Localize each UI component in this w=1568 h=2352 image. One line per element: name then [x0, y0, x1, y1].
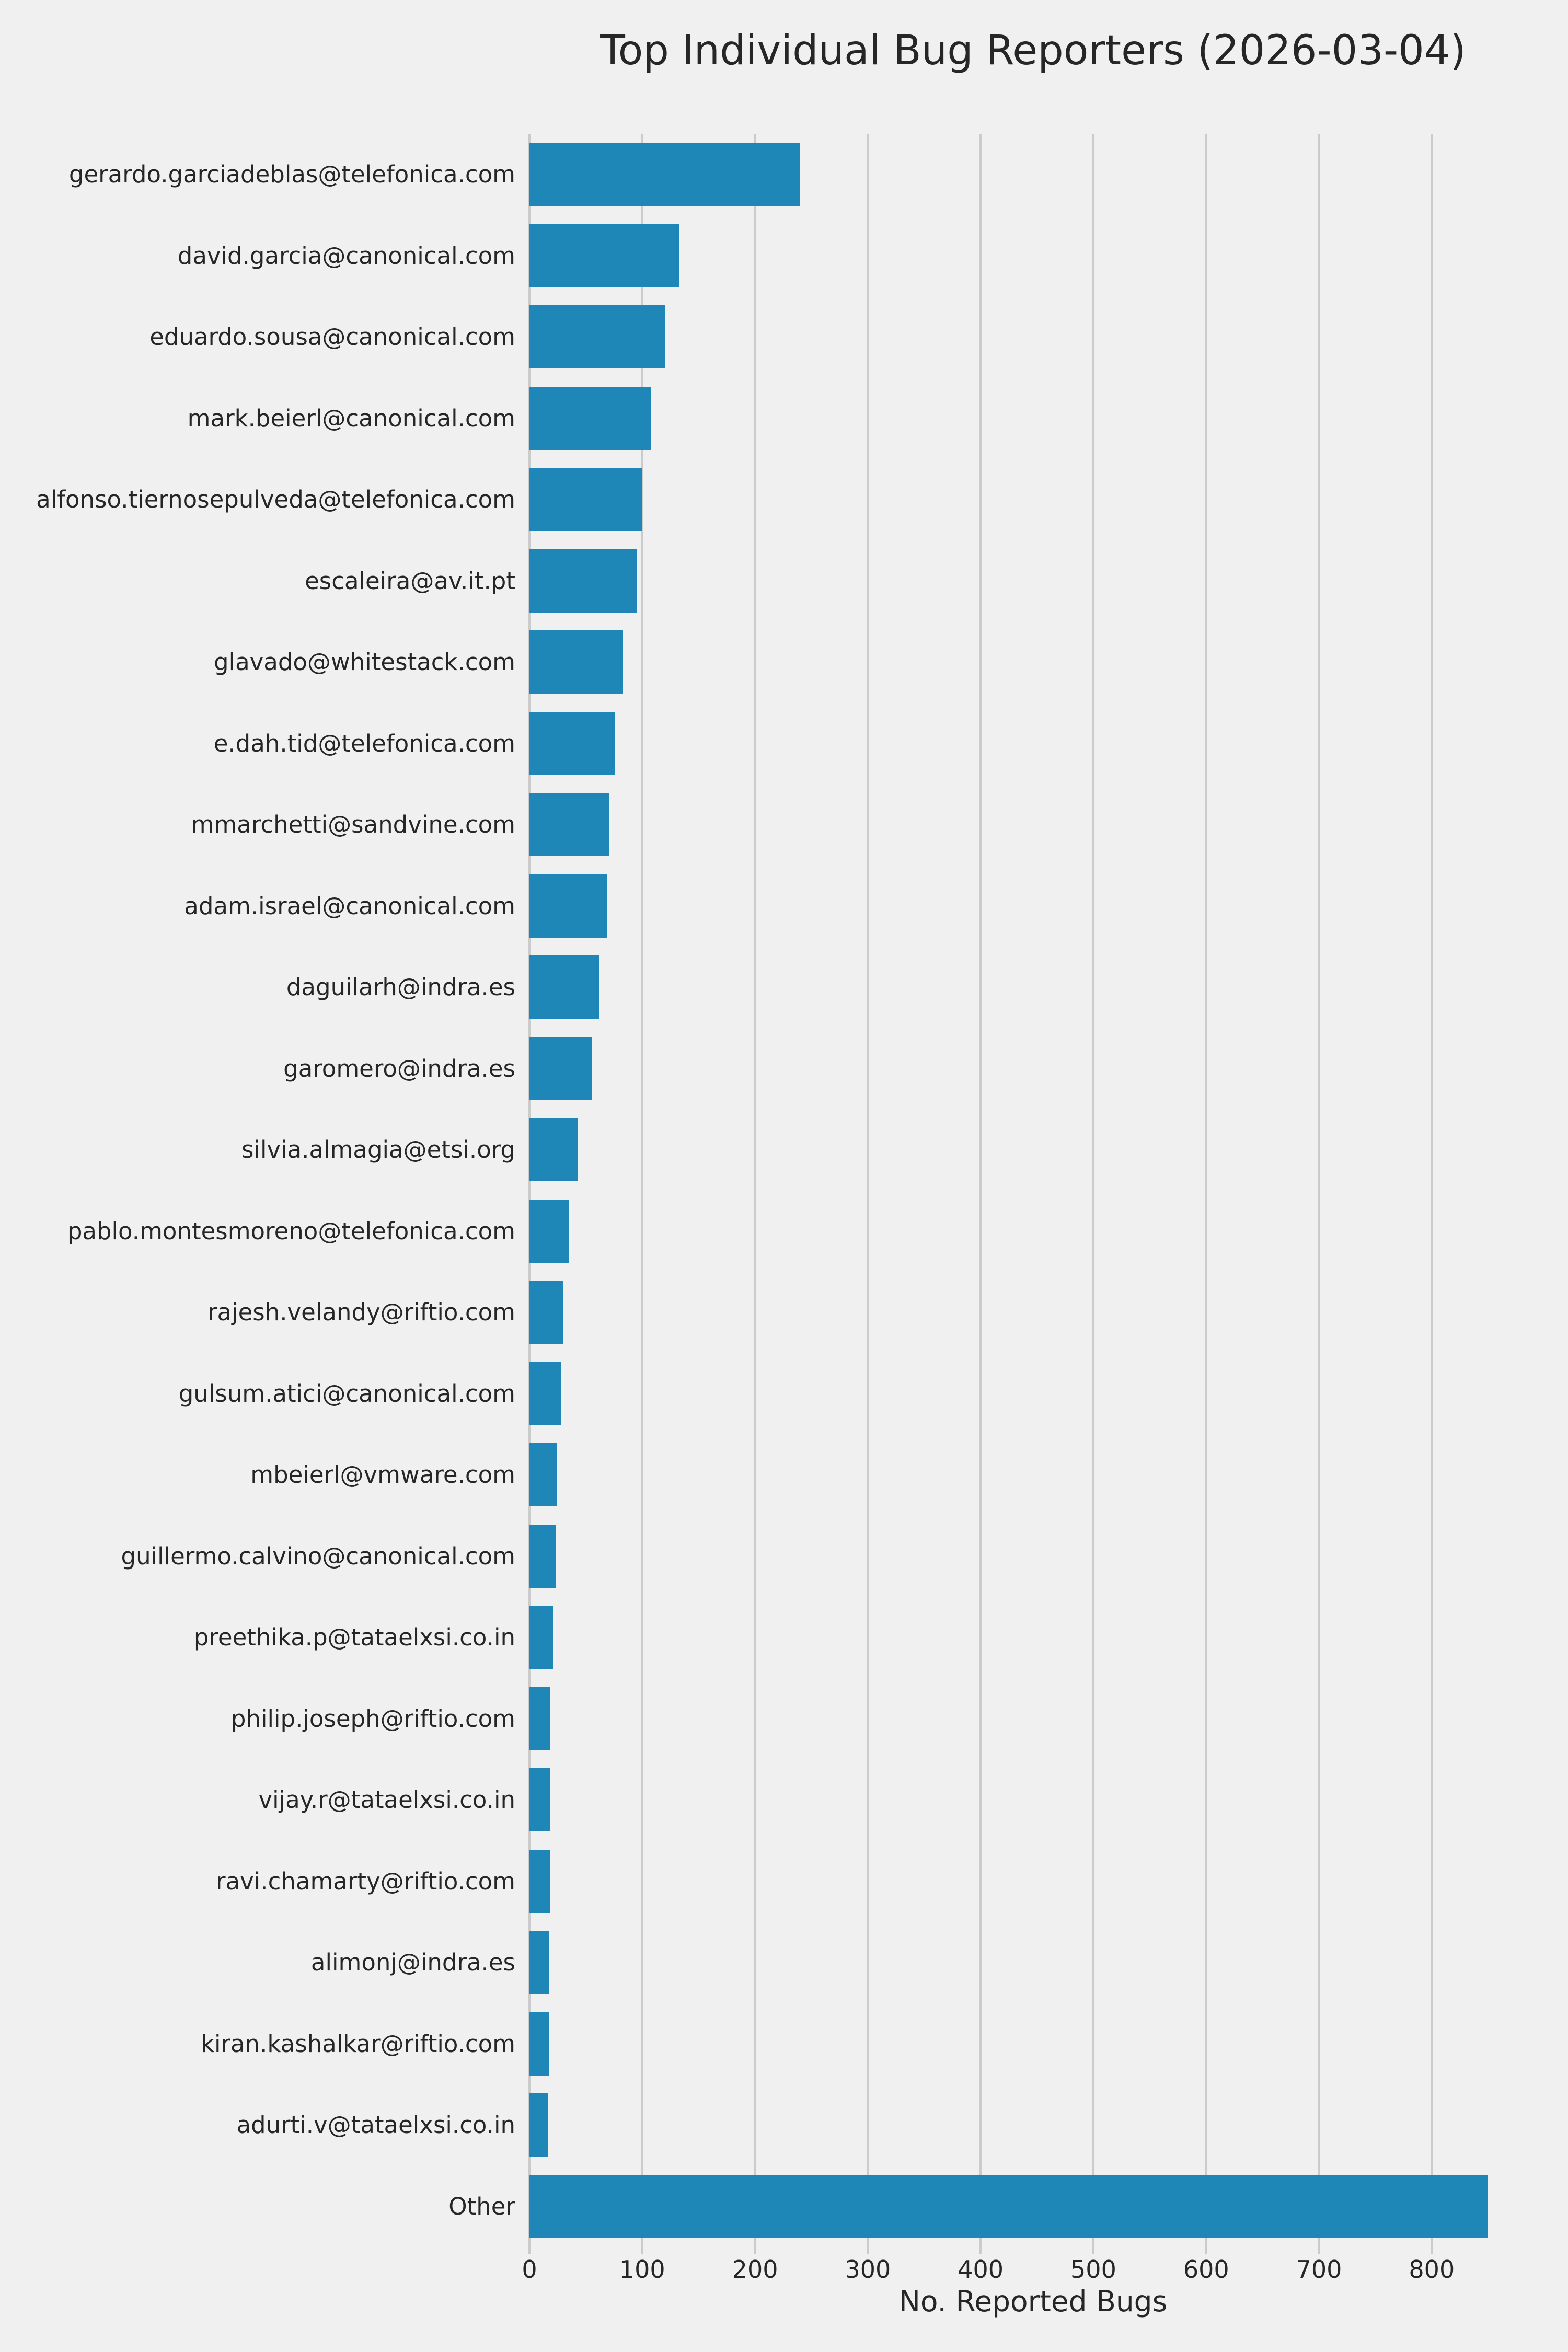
bar — [529, 305, 665, 369]
y-axis-label: ravi.chamarty@riftio.com — [216, 1867, 515, 1895]
y-axis-label: vijay.r@tataelxsi.co.in — [258, 1786, 515, 1814]
y-axis-label: gerardo.garciadeblas@telefonica.com — [68, 160, 515, 188]
plot-area — [528, 134, 1537, 2247]
x-tick-label: 0 — [522, 2255, 537, 2284]
bar — [529, 1606, 554, 1669]
x-tick-mark — [1205, 2247, 1207, 2254]
y-axis-label: daguilarh@indra.es — [286, 973, 515, 1001]
bar — [529, 630, 624, 694]
bar — [529, 1362, 561, 1425]
bar — [529, 2174, 1489, 2238]
x-tick-mark — [867, 2247, 869, 2254]
x-axis-title: No. Reported Bugs — [898, 2285, 1168, 2318]
bar — [529, 793, 610, 857]
y-axis-label: pablo.montesmoreno@telefonica.com — [67, 1217, 515, 1245]
y-axis-label: Other — [448, 2192, 515, 2220]
gridline — [1431, 134, 1433, 2247]
y-axis-label: guillermo.calvino@canonical.com — [121, 1542, 516, 1570]
bar — [529, 2012, 549, 2076]
y-axis-label: escaleira@av.it.pt — [305, 567, 515, 595]
y-axis-label: david.garcia@canonical.com — [177, 241, 515, 270]
x-tick-label: 600 — [1183, 2255, 1229, 2284]
x-tick-mark — [979, 2247, 982, 2254]
chart-title: Top Individual Bug Reporters (2026-03-04… — [600, 27, 1466, 74]
gridline — [754, 134, 756, 2247]
x-tick-label: 500 — [1070, 2255, 1116, 2284]
x-tick-mark — [528, 2247, 531, 2254]
x-tick-mark — [1318, 2247, 1320, 2254]
x-tick-mark — [754, 2247, 756, 2254]
y-axis-label: kiran.kashalkar@riftio.com — [200, 2030, 515, 2058]
y-axis-labels: gerardo.garciadeblas@telefonica.com david… — [0, 134, 515, 2247]
y-axis-label: mark.beierl@canonical.com — [187, 404, 515, 432]
bar — [529, 224, 679, 287]
x-axis-ticks: 0 100 200 300 400 500 600 700 800 — [522, 2247, 1537, 2351]
y-axis-label: adurti.v@tataelxsi.co.in — [236, 2111, 515, 2139]
bar — [529, 1849, 550, 1913]
bar — [529, 1687, 550, 1750]
gridline — [1318, 134, 1320, 2247]
bar — [529, 143, 800, 206]
x-tick-mark — [1092, 2247, 1094, 2254]
y-axis-label: alfonso.tiernosepulveda@telefonica.com — [36, 486, 515, 513]
bar — [529, 1118, 578, 1182]
x-tick-label: 400 — [958, 2255, 1004, 2284]
bar — [529, 711, 615, 775]
x-tick-label: 800 — [1409, 2255, 1455, 2284]
y-axis-label: philip.joseph@riftio.com — [230, 1704, 515, 1733]
y-axis-label: preethika.p@tataelxsi.co.in — [193, 1623, 515, 1651]
y-axis-label: alimonj@indra.es — [310, 1949, 515, 1976]
gridline — [979, 134, 982, 2247]
gridline — [867, 134, 869, 2247]
bar — [529, 1036, 592, 1100]
y-axis-label: mmarchetti@sandvine.com — [191, 811, 515, 838]
gridline — [1205, 134, 1207, 2247]
bar — [529, 874, 607, 938]
x-tick-mark — [1431, 2247, 1433, 2254]
y-axis-label: gulsum.atici@canonical.com — [178, 1379, 515, 1408]
bar — [529, 1931, 549, 1994]
y-axis-label: glavado@whitestack.com — [214, 648, 515, 676]
y-axis-label: rajesh.velandy@riftio.com — [207, 1298, 515, 1326]
bar — [529, 955, 599, 1019]
bar — [529, 2093, 548, 2157]
x-tick-label: 200 — [732, 2255, 778, 2284]
bar — [529, 468, 642, 532]
bar — [529, 386, 652, 450]
x-tick-label: 700 — [1296, 2255, 1342, 2284]
y-axis-label: garomero@indra.es — [283, 1054, 515, 1082]
gridline — [641, 134, 643, 2247]
x-tick-label: 300 — [845, 2255, 891, 2284]
y-axis-label: adam.israel@canonical.com — [184, 892, 515, 920]
x-tick-label: 100 — [619, 2255, 665, 2284]
bar — [529, 1768, 550, 1832]
y-axis-label: mbeierl@vmware.com — [250, 1461, 515, 1489]
bar — [529, 1199, 569, 1263]
y-axis-label: e.dah.tid@telefonica.com — [213, 729, 515, 757]
bar — [529, 1281, 563, 1344]
y-axis-label: eduardo.sousa@canonical.com — [149, 323, 515, 351]
bar — [529, 1443, 557, 1507]
x-tick-mark — [641, 2247, 643, 2254]
gridline — [528, 134, 531, 2247]
bar — [529, 1524, 556, 1588]
y-axis-label: silvia.almagia@etsi.org — [241, 1136, 515, 1163]
gridline — [1092, 134, 1094, 2247]
bar — [529, 549, 637, 613]
